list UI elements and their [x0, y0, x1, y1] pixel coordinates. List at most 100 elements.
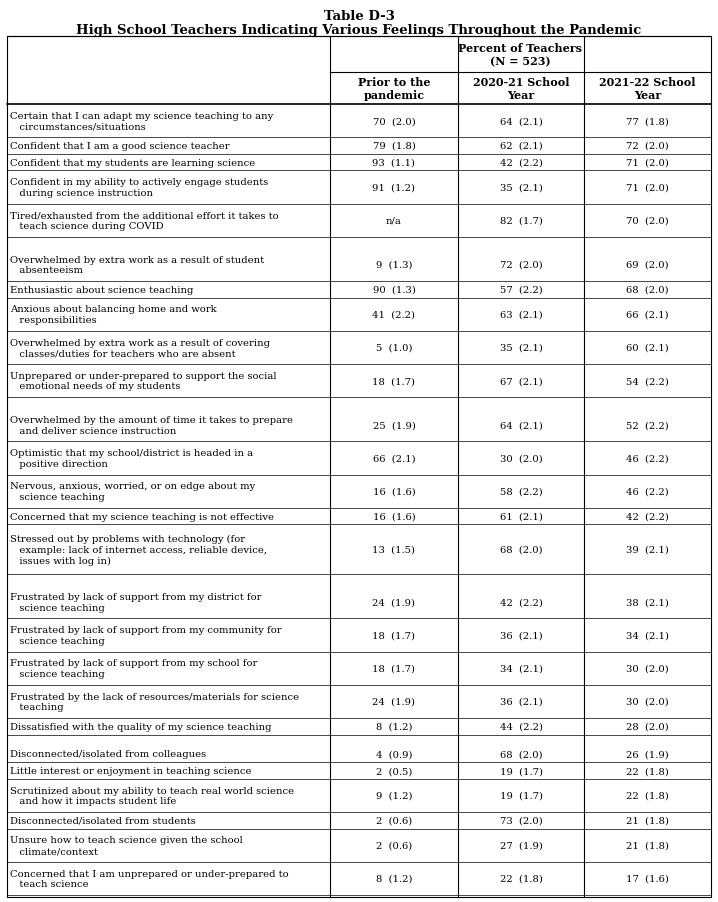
Text: 60  (2.1): 60 (2.1) [626, 344, 669, 353]
Text: 61  (2.1): 61 (2.1) [500, 512, 542, 521]
Text: Little interest or enjoyment in teaching science: Little interest or enjoyment in teaching… [10, 766, 251, 775]
Text: n/a: n/a [386, 216, 402, 226]
Text: Stressed out by problems with technology (for
   example: lack of internet acces: Stressed out by problems with technology… [10, 534, 267, 565]
Text: Table D-3: Table D-3 [324, 10, 394, 23]
Text: Frustrated by lack of support from my district for
   science teaching: Frustrated by lack of support from my di… [10, 593, 261, 612]
Text: 38  (2.1): 38 (2.1) [626, 598, 669, 607]
Text: Concerned that my science teaching is not effective: Concerned that my science teaching is no… [10, 512, 274, 521]
Text: 67  (2.1): 67 (2.1) [500, 377, 542, 386]
Text: 16  (1.6): 16 (1.6) [373, 512, 416, 521]
Text: Unsure how to teach science given the school
   climate/context: Unsure how to teach science given the sc… [10, 835, 243, 855]
Text: 19  (1.7): 19 (1.7) [500, 791, 543, 800]
Text: 68  (2.0): 68 (2.0) [500, 750, 542, 759]
Text: 2  (0.6): 2 (0.6) [376, 841, 412, 850]
Text: Disconnected/isolated from students: Disconnected/isolated from students [10, 816, 196, 825]
Text: 62  (2.1): 62 (2.1) [500, 142, 542, 151]
Text: Confident in my ability to actively engage students
   during science instructio: Confident in my ability to actively enga… [10, 178, 269, 198]
Text: 25  (1.9): 25 (1.9) [373, 421, 416, 430]
Text: 2  (0.6): 2 (0.6) [376, 816, 412, 825]
Text: 46  (2.2): 46 (2.2) [626, 454, 669, 463]
Text: Scrutinized about my ability to teach real world science
   and how it impacts s: Scrutinized about my ability to teach re… [10, 786, 294, 805]
Text: Overwhelmed by extra work as a result of student
   absenteeism: Overwhelmed by extra work as a result of… [10, 255, 264, 275]
Text: 17  (1.6): 17 (1.6) [626, 874, 669, 883]
Text: 22  (1.8): 22 (1.8) [500, 874, 542, 883]
Text: 13  (1.5): 13 (1.5) [373, 545, 416, 554]
Text: Overwhelmed by the amount of time it takes to prepare
   and deliver science ins: Overwhelmed by the amount of time it tak… [10, 416, 293, 436]
Text: 44  (2.2): 44 (2.2) [500, 722, 543, 731]
Text: Percent of Teachers
(N = 523): Percent of Teachers (N = 523) [459, 43, 582, 67]
Text: 93  (1.1): 93 (1.1) [373, 159, 416, 168]
Text: Overwhelmed by extra work as a result of covering
   classes/duties for teachers: Overwhelmed by extra work as a result of… [10, 338, 270, 358]
Text: 30  (2.0): 30 (2.0) [626, 664, 669, 673]
Text: Prior to the
pandemic: Prior to the pandemic [358, 77, 430, 101]
Text: 71  (2.0): 71 (2.0) [626, 183, 669, 192]
Text: Disconnected/isolated from colleagues: Disconnected/isolated from colleagues [10, 750, 206, 759]
Text: 34  (2.1): 34 (2.1) [626, 630, 669, 640]
Text: 82  (1.7): 82 (1.7) [500, 216, 542, 226]
Text: Nervous, anxious, worried, or on edge about my
   science teaching: Nervous, anxious, worried, or on edge ab… [10, 482, 256, 502]
Text: 58  (2.2): 58 (2.2) [500, 487, 542, 496]
Text: 2  (0.5): 2 (0.5) [376, 766, 412, 775]
Text: 2020-21 School
Year: 2020-21 School Year [472, 77, 569, 101]
Text: 77  (1.8): 77 (1.8) [626, 117, 669, 126]
Text: Enthusiastic about science teaching: Enthusiastic about science teaching [10, 286, 193, 294]
Text: 35  (2.1): 35 (2.1) [500, 344, 542, 353]
Text: 70  (2.0): 70 (2.0) [373, 117, 416, 126]
Text: 24  (1.9): 24 (1.9) [373, 697, 416, 706]
Text: 21  (1.8): 21 (1.8) [626, 816, 669, 825]
Text: Certain that I can adapt my science teaching to any
   circumstances/situations: Certain that I can adapt my science teac… [10, 112, 274, 132]
Text: 73  (2.0): 73 (2.0) [500, 816, 542, 825]
Text: Confident that I am a good science teacher: Confident that I am a good science teach… [10, 142, 230, 151]
Text: 18  (1.7): 18 (1.7) [373, 664, 416, 673]
Text: 22  (1.8): 22 (1.8) [626, 766, 669, 775]
Text: 42  (2.2): 42 (2.2) [500, 598, 542, 607]
Text: 91  (1.2): 91 (1.2) [373, 183, 416, 192]
Text: 41  (2.2): 41 (2.2) [373, 310, 416, 319]
Text: 71  (2.0): 71 (2.0) [626, 159, 669, 168]
Text: Frustrated by lack of support from my community for
   science teaching: Frustrated by lack of support from my co… [10, 625, 281, 645]
Text: 18  (1.7): 18 (1.7) [373, 377, 416, 386]
Text: 72  (2.0): 72 (2.0) [626, 142, 669, 151]
Text: 54  (2.2): 54 (2.2) [626, 377, 669, 386]
Text: 63  (2.1): 63 (2.1) [500, 310, 542, 319]
Text: 4  (0.9): 4 (0.9) [376, 750, 412, 759]
Text: 35  (2.1): 35 (2.1) [500, 183, 542, 192]
Text: 9  (1.3): 9 (1.3) [376, 261, 412, 270]
Text: 9  (1.2): 9 (1.2) [376, 791, 412, 800]
Text: 30  (2.0): 30 (2.0) [500, 454, 542, 463]
Text: 30  (2.0): 30 (2.0) [626, 697, 669, 706]
Text: 52  (2.2): 52 (2.2) [626, 421, 669, 430]
Text: 34  (2.1): 34 (2.1) [500, 664, 543, 673]
Text: 64  (2.1): 64 (2.1) [500, 117, 542, 126]
Text: 46  (2.2): 46 (2.2) [626, 487, 669, 496]
Text: Frustrated by lack of support from my school for
   science teaching: Frustrated by lack of support from my sc… [10, 658, 257, 678]
Text: 2021-22 School
Year: 2021-22 School Year [600, 77, 696, 101]
Text: 19  (1.7): 19 (1.7) [500, 766, 543, 775]
Text: 69  (2.0): 69 (2.0) [626, 261, 668, 270]
Text: Confident that my students are learning science: Confident that my students are learning … [10, 159, 256, 168]
Text: Concerned that I am unprepared or under-prepared to
   teach science: Concerned that I am unprepared or under-… [10, 869, 289, 888]
Text: 57  (2.2): 57 (2.2) [500, 286, 542, 294]
Text: 8  (1.2): 8 (1.2) [376, 722, 412, 731]
Text: 70  (2.0): 70 (2.0) [626, 216, 669, 226]
Text: 39  (2.1): 39 (2.1) [626, 545, 669, 554]
Text: 27  (1.9): 27 (1.9) [500, 841, 542, 850]
Text: Unprepared or under-prepared to support the social
   emotional needs of my stud: Unprepared or under-prepared to support … [10, 372, 276, 391]
Text: Tired/exhausted from the additional effort it takes to
   teach science during C: Tired/exhausted from the additional effo… [10, 211, 279, 231]
Text: 36  (2.1): 36 (2.1) [500, 630, 542, 640]
Text: 42  (2.2): 42 (2.2) [626, 512, 669, 521]
Text: 28  (2.0): 28 (2.0) [626, 722, 669, 731]
Text: 42  (2.2): 42 (2.2) [500, 159, 542, 168]
Text: 16  (1.6): 16 (1.6) [373, 487, 416, 496]
Text: 90  (1.3): 90 (1.3) [373, 286, 416, 294]
Text: 64  (2.1): 64 (2.1) [500, 421, 542, 430]
Text: 68  (2.0): 68 (2.0) [626, 286, 668, 294]
Text: 36  (2.1): 36 (2.1) [500, 697, 542, 706]
Text: Anxious about balancing home and work
   responsibilities: Anxious about balancing home and work re… [10, 305, 217, 325]
Text: 18  (1.7): 18 (1.7) [373, 630, 416, 640]
Text: 21  (1.8): 21 (1.8) [626, 841, 669, 850]
Text: Dissatisfied with the quality of my science teaching: Dissatisfied with the quality of my scie… [10, 722, 271, 731]
Text: 8  (1.2): 8 (1.2) [376, 874, 412, 883]
Text: Optimistic that my school/district is headed in a
   positive direction: Optimistic that my school/district is he… [10, 448, 253, 468]
Text: 5  (1.0): 5 (1.0) [376, 344, 412, 353]
